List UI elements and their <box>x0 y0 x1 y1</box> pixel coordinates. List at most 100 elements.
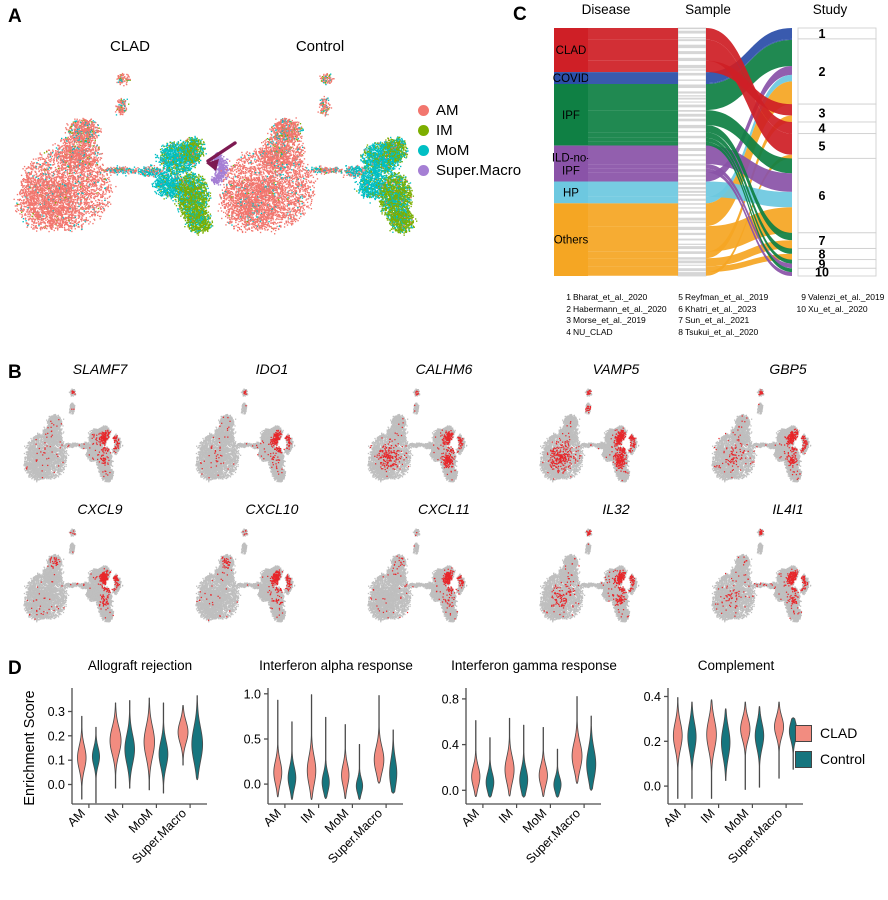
sankey-disease-node-hp[interactable]: HP <box>554 182 588 204</box>
violin-clad-super-macro <box>374 696 384 784</box>
ytick-label: 0.2 <box>48 729 65 743</box>
violin-clad-am <box>78 716 87 799</box>
panel-d-y-axis-label: Enrichment Score <box>22 690 38 805</box>
violin-clad-mom <box>144 698 155 790</box>
study-number-10: 10 <box>815 266 829 280</box>
gene-label-cxcl11: CXCL11 <box>418 501 470 517</box>
legend-item-mom[interactable]: MoM <box>418 140 521 160</box>
violin-clad-super-macro <box>178 705 188 765</box>
legend-swatch-icon-clad <box>795 725 812 742</box>
xtick-label-im: IM <box>102 806 122 826</box>
xtick-label-mom: MoM <box>126 806 156 836</box>
sankey-disease-node-clad[interactable]: CLAD <box>554 28 588 72</box>
legend-dot-icon-am <box>418 105 429 116</box>
sankey-header-sample: Sample <box>658 2 758 17</box>
violin-control-super-macro <box>587 716 596 790</box>
panel-a-title-clad: CLAD <box>60 38 200 55</box>
citation-2: 2 Habermann_et_al._2020 <box>560 304 667 316</box>
panel-a-legend: AM IM MoM Super.Macro <box>418 100 521 180</box>
citation-8: 8 Tsukui_et_al._2020 <box>672 327 768 339</box>
sankey-diagram-svg: CLADCOVIDIPFILD-no-IPFHPOthers1234567891… <box>540 18 888 283</box>
xtick-label-mom: MoM <box>722 806 752 836</box>
citation-9: 9 Valenzi_et_al._2019 <box>795 292 884 304</box>
study-number-7: 7 <box>819 234 826 248</box>
sankey-disease-node-others[interactable]: Others <box>554 203 589 276</box>
violin-title-3: Complement <box>698 658 775 673</box>
legend-item-am[interactable]: AM <box>418 100 521 120</box>
ytick-label: 0.0 <box>644 780 661 794</box>
violin-control-mom <box>159 703 168 793</box>
violin-control-mom <box>554 749 561 797</box>
panel-a-title-control: Control <box>250 38 390 55</box>
xtick-label-im: IM <box>698 806 718 826</box>
violin-clad-mom <box>539 727 547 796</box>
violin-control-am <box>486 738 494 797</box>
sankey-disease-node-ipf[interactable]: IPF <box>554 84 588 146</box>
violin-control-super-macro <box>192 696 203 780</box>
legend-label-clad: CLAD <box>820 725 857 741</box>
ytick-label: 0.3 <box>48 705 65 719</box>
violin-clad-im <box>707 700 717 799</box>
violin-title-2: Interferon gamma response <box>451 658 617 673</box>
citation-6: 6 Khatri_et_al._2023 <box>672 304 768 316</box>
ytick-label: 0.0 <box>48 778 65 792</box>
citation-3: 3 Morse_et_al._2019 <box>560 315 667 327</box>
legend-item-supermacro[interactable]: Super.Macro <box>418 160 521 180</box>
citation-4: 4 NU_CLAD <box>560 327 667 339</box>
legend-label-mom: MoM <box>436 142 469 159</box>
legend-label-am: AM <box>436 102 459 119</box>
legend-dot-icon-im <box>418 125 429 136</box>
violin-clad-am <box>472 721 480 797</box>
ytick-label: 0.0 <box>442 784 459 798</box>
study-number-2: 2 <box>819 65 826 79</box>
xtick-label-am: AM <box>459 806 482 829</box>
legend-item-im[interactable]: IM <box>418 120 521 140</box>
citation-10: 10 Xu_et_al._2020 <box>795 304 884 316</box>
gene-label-il32: IL32 <box>602 501 629 517</box>
sankey-header-study: Study <box>790 2 870 17</box>
violin-clad-im <box>505 718 514 796</box>
violin-title-1: Interferon alpha response <box>259 658 413 673</box>
ytick-label: 0.5 <box>244 733 261 747</box>
legend-item-control[interactable]: Control <box>795 746 865 772</box>
violin-clad-am <box>274 700 282 797</box>
gene-label-slamf7: SLAMF7 <box>73 361 129 377</box>
ytick-label: 0.4 <box>442 738 459 752</box>
study-number-3: 3 <box>819 107 826 121</box>
citation-1: 1 Bharat_et_al._2020 <box>560 292 667 304</box>
legend-label-control: Control <box>820 751 865 767</box>
legend-item-clad[interactable]: CLAD <box>795 720 865 746</box>
sankey-header-disease: Disease <box>556 2 656 17</box>
panel-b-feature-plots: SLAMF7 IDO1 CALHM6 VAMP5 GBP5 CXCL9 CXCL10 CXCL… <box>20 358 880 628</box>
xtick-label-mom: MoM <box>322 806 352 836</box>
xtick-label-im: IM <box>298 806 318 826</box>
panel-d-legend: CLAD Control <box>795 720 865 772</box>
sankey-disease-node-ild-no-ipf[interactable]: ILD-no-IPF <box>552 146 591 182</box>
citation-5: 5 Reyfman_et_al._2019 <box>672 292 768 304</box>
sankey-disease-node-covid[interactable]: COVID <box>553 72 589 85</box>
violin-control-mom <box>356 744 362 799</box>
study-number-5: 5 <box>819 140 826 154</box>
sankey-sample-column <box>678 28 706 276</box>
ytick-label: 0.4 <box>644 690 661 704</box>
violin-control-super-macro <box>390 730 397 793</box>
ytick-label: 0.2 <box>644 735 661 749</box>
panel-a-umap-plots <box>10 55 430 270</box>
citation-column-1: 1 Bharat_et_al._2020 2 Habermann_et_al._202… <box>560 292 667 338</box>
sankey-flows-disease-to-sample <box>588 28 678 276</box>
legend-dot-icon-mom <box>418 145 429 156</box>
gene-label-ido1: IDO1 <box>256 361 289 377</box>
violin-clad-mom <box>741 702 750 789</box>
violin-control-im <box>721 709 730 781</box>
legend-label-supermacro: Super.Macro <box>436 162 521 179</box>
panel-a-letter: A <box>8 6 22 28</box>
legend-label-im: IM <box>436 122 453 139</box>
violin-control-mom <box>755 707 764 788</box>
study-number-6: 6 <box>819 189 826 203</box>
